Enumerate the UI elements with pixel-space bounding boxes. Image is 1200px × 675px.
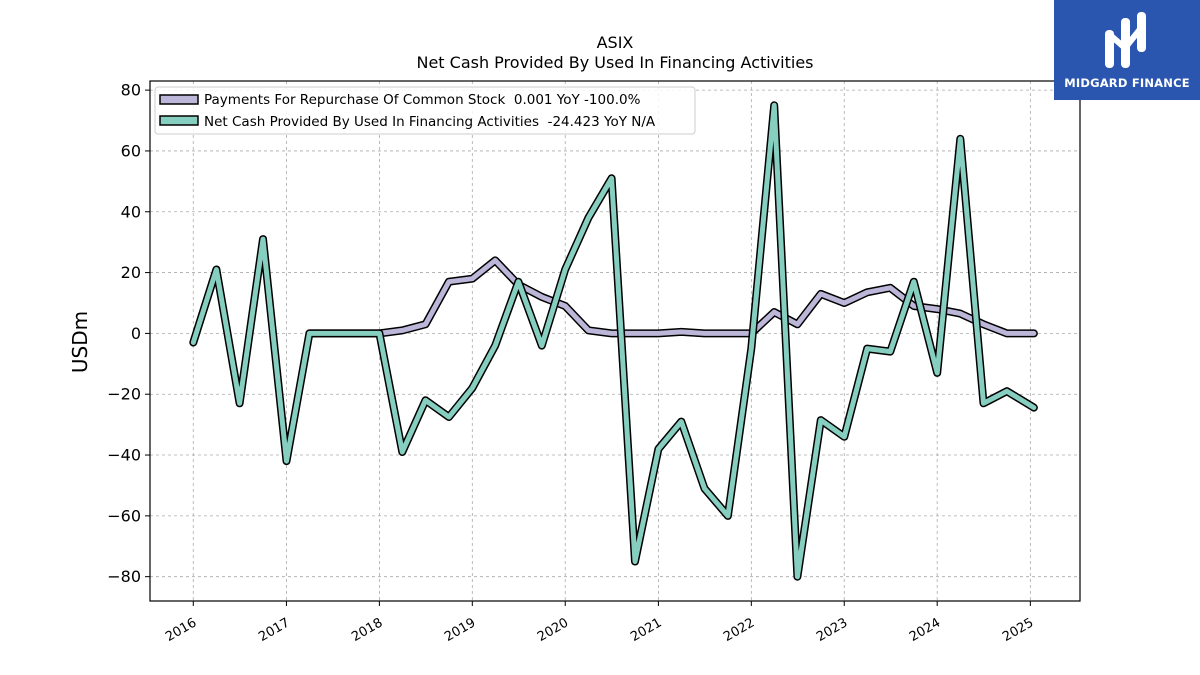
legend-swatch-repurchase bbox=[159, 94, 199, 105]
x-tick-label: 2022 bbox=[721, 615, 757, 645]
x-tick-label: 2017 bbox=[256, 615, 292, 645]
brand-logo: MIDGARD FINANCE bbox=[1054, 0, 1200, 100]
y-tick-label: −80 bbox=[107, 567, 141, 586]
series-outline-financing bbox=[189, 101, 1038, 581]
legend-label-financing: Net Cash Provided By Used In Financing A… bbox=[204, 114, 656, 130]
legend-label-repurchase: Payments For Repurchase Of Common Stock … bbox=[204, 92, 641, 108]
x-axis-ticks: 2016 2017 2018 2019 2020 2021 2022 2023 2024 2025 bbox=[163, 601, 1036, 645]
x-tick-label: 2020 bbox=[535, 615, 571, 645]
y-axis-ticks: 80 60 40 20 0 −20 −40 −60 −80 bbox=[107, 81, 150, 586]
plot-frame bbox=[149, 80, 1081, 602]
midgard-logo-icon bbox=[1105, 12, 1146, 68]
x-tick-label: 2024 bbox=[907, 615, 943, 645]
y-tick-label: 20 bbox=[121, 263, 141, 282]
legend-swatch-financing bbox=[159, 115, 199, 126]
series-lines bbox=[189, 101, 1038, 581]
chart-legend: Payments For Repurchase Of Common Stock … bbox=[154, 86, 696, 135]
legend-box bbox=[154, 86, 696, 135]
y-tick-label: −60 bbox=[107, 506, 141, 525]
y-axis-label: USDm bbox=[68, 311, 92, 373]
y-tick-label: 0 bbox=[131, 324, 141, 343]
x-tick-label: 2021 bbox=[628, 615, 664, 645]
y-tick-label: 40 bbox=[121, 202, 141, 221]
x-tick-label: 2018 bbox=[349, 615, 385, 645]
brand-name: MIDGARD FINANCE bbox=[1064, 76, 1190, 90]
x-tick-label: 2023 bbox=[814, 615, 850, 645]
x-tick-label: 2016 bbox=[163, 615, 199, 645]
x-tick-label: 2019 bbox=[442, 615, 478, 645]
y-tick-label: −40 bbox=[107, 446, 141, 465]
y-tick-label: −20 bbox=[107, 385, 141, 404]
y-tick-label: 80 bbox=[121, 81, 141, 100]
chart-subtitle: Net Cash Provided By Used In Financing A… bbox=[416, 53, 813, 72]
chart-title: ASIX bbox=[597, 33, 634, 52]
y-tick-label: 60 bbox=[121, 141, 141, 160]
x-tick-label: 2025 bbox=[1000, 615, 1036, 645]
